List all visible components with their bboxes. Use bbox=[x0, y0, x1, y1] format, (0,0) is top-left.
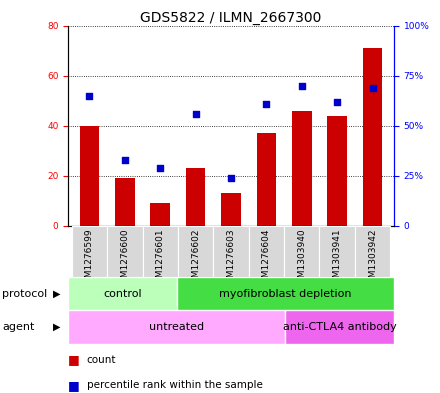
Bar bbox=[150, 204, 170, 226]
Bar bbox=[68, 277, 177, 310]
Text: agent: agent bbox=[2, 322, 35, 332]
Text: GSM1276600: GSM1276600 bbox=[120, 228, 129, 289]
Bar bbox=[319, 226, 355, 277]
Text: untreated: untreated bbox=[149, 322, 204, 332]
Text: GSM1276602: GSM1276602 bbox=[191, 228, 200, 289]
Title: GDS5822 / ILMN_2667300: GDS5822 / ILMN_2667300 bbox=[140, 11, 322, 24]
Text: control: control bbox=[103, 289, 142, 299]
Point bbox=[121, 157, 128, 163]
Text: anti-CTLA4 antibody: anti-CTLA4 antibody bbox=[282, 322, 396, 332]
Bar bbox=[292, 111, 312, 226]
Bar bbox=[249, 226, 284, 277]
Text: myofibroblast depletion: myofibroblast depletion bbox=[219, 289, 352, 299]
Text: GSM1303940: GSM1303940 bbox=[297, 228, 306, 289]
Text: ▶: ▶ bbox=[53, 289, 61, 299]
Point bbox=[263, 101, 270, 107]
Text: ■: ■ bbox=[68, 353, 80, 366]
Text: ▶: ▶ bbox=[53, 322, 61, 332]
Bar bbox=[115, 178, 135, 226]
Bar bbox=[363, 48, 382, 226]
Text: percentile rank within the sample: percentile rank within the sample bbox=[87, 380, 263, 390]
Bar bbox=[143, 226, 178, 277]
Bar bbox=[178, 226, 213, 277]
Bar bbox=[186, 168, 205, 226]
Point bbox=[334, 99, 341, 105]
Bar bbox=[285, 310, 394, 344]
Text: GSM1276604: GSM1276604 bbox=[262, 228, 271, 289]
Bar bbox=[177, 277, 394, 310]
Bar bbox=[80, 126, 99, 226]
Bar bbox=[327, 116, 347, 226]
Text: GSM1303942: GSM1303942 bbox=[368, 228, 377, 289]
Text: GSM1276601: GSM1276601 bbox=[156, 228, 165, 289]
Text: count: count bbox=[87, 354, 116, 365]
Bar bbox=[107, 226, 143, 277]
Point bbox=[227, 175, 235, 181]
Point bbox=[192, 110, 199, 117]
Text: GSM1276599: GSM1276599 bbox=[85, 228, 94, 289]
Text: GSM1276603: GSM1276603 bbox=[227, 228, 235, 289]
Text: protocol: protocol bbox=[2, 289, 48, 299]
Bar bbox=[284, 226, 319, 277]
Bar bbox=[68, 310, 285, 344]
Bar bbox=[221, 193, 241, 226]
Bar bbox=[72, 226, 107, 277]
Point bbox=[369, 84, 376, 91]
Bar bbox=[213, 226, 249, 277]
Bar bbox=[257, 133, 276, 226]
Bar bbox=[355, 226, 390, 277]
Point bbox=[86, 92, 93, 99]
Text: ■: ■ bbox=[68, 378, 80, 392]
Text: GSM1303941: GSM1303941 bbox=[333, 228, 342, 289]
Point bbox=[298, 83, 305, 89]
Point bbox=[157, 165, 164, 171]
